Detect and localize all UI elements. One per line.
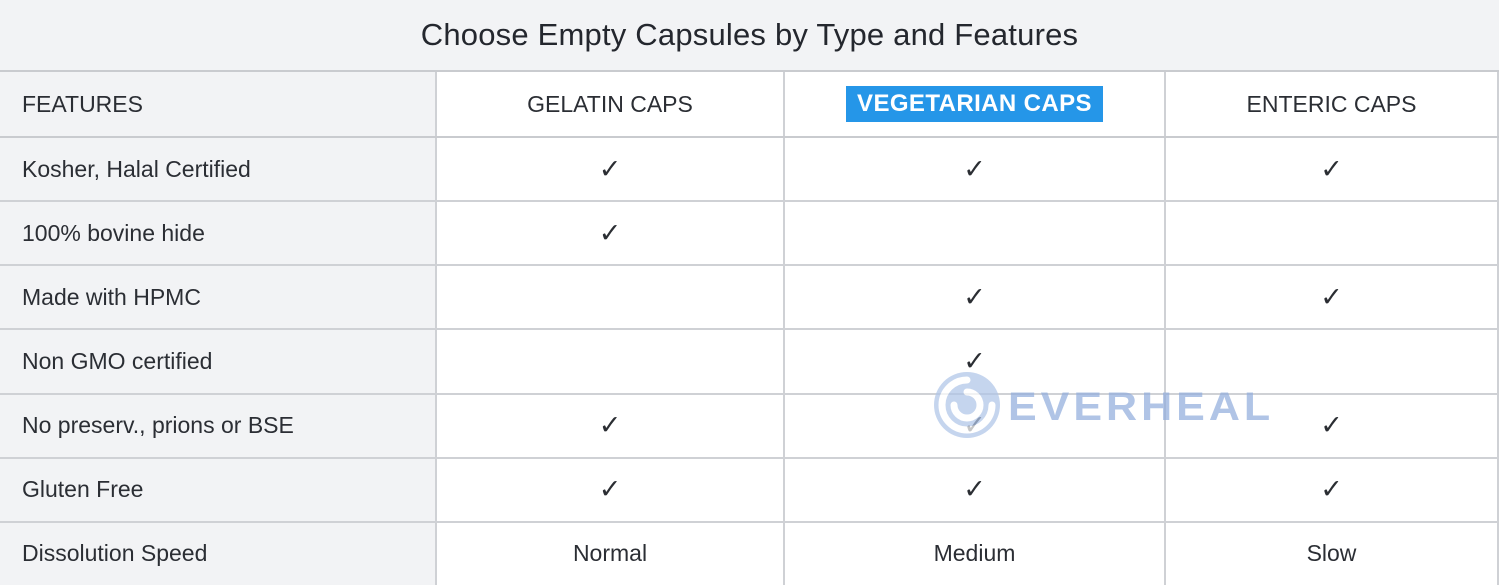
feature-label: No preserv., prions or BSE	[0, 394, 437, 457]
value-cell-gelatin: ✓	[437, 394, 785, 457]
feature-label: Dissolution Speed	[0, 522, 437, 585]
feature-label: Made with HPMC	[0, 266, 437, 329]
table-row: Dissolution Speed Normal Medium Slow	[0, 522, 1499, 585]
page-title: Choose Empty Capsules by Type and Featur…	[0, 0, 1499, 72]
value-cell-vegetarian: ✓	[785, 458, 1166, 521]
feature-label: Gluten Free	[0, 458, 437, 521]
table-row: 100% bovine hide ✓	[0, 202, 1499, 267]
comparison-table: FEATURES GELATIN CAPS VEGETARIAN CAPS EN…	[0, 72, 1499, 585]
value-cell-enteric: ✓	[1166, 266, 1499, 329]
table-row: Gluten Free ✓ ✓ ✓	[0, 458, 1499, 523]
value-cell-enteric	[1166, 330, 1499, 393]
value-cell-enteric	[1166, 202, 1499, 265]
value-cell-gelatin	[437, 330, 785, 393]
value-cell-vegetarian	[785, 202, 1166, 265]
table-header-row: FEATURES GELATIN CAPS VEGETARIAN CAPS EN…	[0, 72, 1499, 138]
column-header-vegetarian-caps-highlight[interactable]: VEGETARIAN CAPS	[846, 86, 1103, 122]
value-cell-enteric: ✓	[1166, 394, 1499, 457]
value-cell-gelatin: Normal	[437, 522, 785, 585]
column-header-enteric-caps[interactable]: ENTERIC CAPS	[1166, 72, 1499, 136]
value-cell-vegetarian: ✓	[785, 330, 1166, 393]
value-cell-enteric: ✓	[1166, 458, 1499, 521]
feature-label: 100% bovine hide	[0, 202, 437, 265]
value-cell-vegetarian: ✓	[785, 266, 1166, 329]
table-row: No preserv., prions or BSE ✓ ✓ ✓	[0, 394, 1499, 459]
value-cell-enteric: Slow	[1166, 522, 1499, 585]
value-cell-vegetarian: Medium	[785, 522, 1166, 585]
column-header-features: FEATURES	[0, 72, 437, 136]
table-body: Kosher, Halal Certified ✓ ✓ ✓ 100% bovine hi…	[0, 138, 1499, 585]
value-cell-enteric: ✓	[1166, 138, 1499, 201]
value-cell-vegetarian: ✓	[785, 394, 1166, 457]
table-row: Kosher, Halal Certified ✓ ✓ ✓	[0, 138, 1499, 203]
table-row: Made with HPMC ✓ ✓	[0, 266, 1499, 331]
value-cell-gelatin: ✓	[437, 138, 785, 201]
feature-label: Non GMO certified	[0, 330, 437, 393]
table-row: Non GMO certified ✓	[0, 330, 1499, 395]
column-header-gelatin-caps[interactable]: GELATIN CAPS	[437, 72, 785, 136]
column-header-vegetarian-caps-cell: VEGETARIAN CAPS	[785, 72, 1166, 136]
feature-label: Kosher, Halal Certified	[0, 138, 437, 201]
value-cell-vegetarian: ✓	[785, 138, 1166, 201]
value-cell-gelatin	[437, 266, 785, 329]
value-cell-gelatin: ✓	[437, 458, 785, 521]
value-cell-gelatin: ✓	[437, 202, 785, 265]
